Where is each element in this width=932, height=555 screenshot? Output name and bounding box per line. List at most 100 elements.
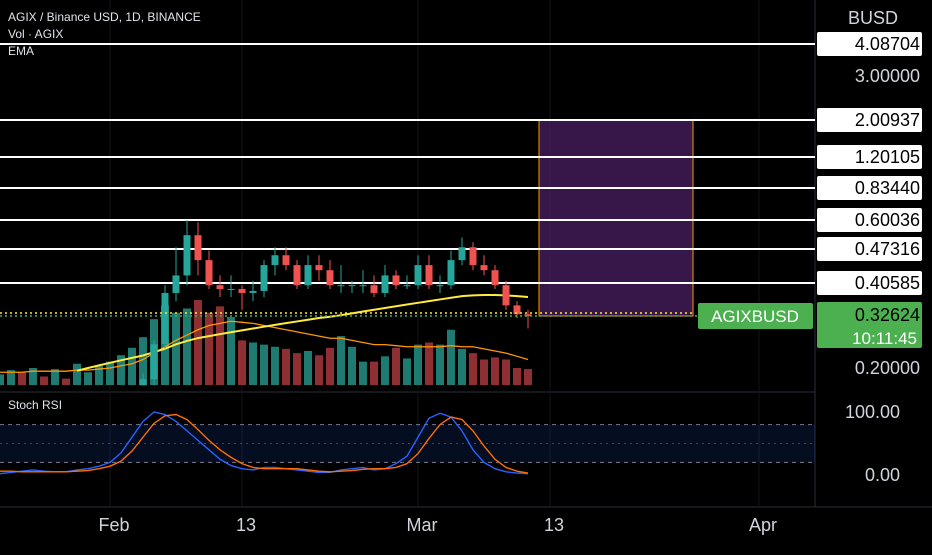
volume-bar xyxy=(29,368,37,385)
candle-body xyxy=(271,255,279,266)
candle-body xyxy=(161,292,169,345)
target-zone-box xyxy=(538,119,694,317)
candle-body xyxy=(227,289,235,291)
candle xyxy=(172,247,180,302)
candle-body xyxy=(436,285,444,287)
candle xyxy=(205,250,213,290)
candle-body xyxy=(315,265,323,271)
price-tick-label: 1.20105 xyxy=(855,147,920,167)
candle-body xyxy=(260,265,268,291)
volume-bar xyxy=(271,346,279,385)
stoch-tick-label: 100.00 xyxy=(845,402,900,422)
price-level-tag xyxy=(817,271,922,295)
volume-bar xyxy=(128,347,136,385)
price-level-tag xyxy=(817,108,922,132)
candle xyxy=(260,260,268,297)
volume-bar xyxy=(524,369,532,385)
candle-body xyxy=(139,379,147,386)
candle-body xyxy=(205,260,213,286)
candle-body xyxy=(216,285,224,290)
candle-body xyxy=(502,285,510,306)
candle xyxy=(502,280,510,310)
candle xyxy=(326,260,334,290)
candle-body xyxy=(392,275,400,286)
candle-body xyxy=(293,265,301,286)
candle xyxy=(293,260,301,290)
volume-bar xyxy=(447,329,455,385)
price-level-tag xyxy=(817,32,922,56)
stoch-rsi-label[interactable]: Stoch RSI xyxy=(8,398,63,412)
volume-bar xyxy=(491,357,499,385)
candle xyxy=(150,340,158,386)
volume-bar xyxy=(392,347,400,385)
candle xyxy=(249,280,257,302)
volume-bar xyxy=(95,365,103,385)
volume-bar xyxy=(106,361,114,385)
candle-body xyxy=(458,247,466,261)
candle-body xyxy=(326,270,334,286)
volume-bar xyxy=(139,337,147,385)
price-tick-label: 0.20000 xyxy=(855,358,920,378)
volume-bar xyxy=(293,353,301,385)
stoch-rsi-pane xyxy=(0,411,815,475)
grid xyxy=(0,0,932,508)
volume-bar xyxy=(513,368,521,385)
symbol-tag-label: AGIXBUSD xyxy=(711,307,799,326)
time-tick-label: 13 xyxy=(544,515,564,535)
candle-body xyxy=(491,270,499,286)
candle-body xyxy=(337,285,345,287)
candle-body xyxy=(425,265,433,286)
volume-bar xyxy=(7,370,15,385)
candle-body xyxy=(513,305,521,315)
volume-bar xyxy=(414,344,422,385)
candle-body xyxy=(381,275,389,293)
volume-bar xyxy=(282,348,290,385)
time-axis[interactable]: Feb 13 Mar 13 Apr xyxy=(98,515,777,535)
volume-bar xyxy=(326,347,334,385)
volume-bar xyxy=(425,342,433,385)
stoch-band xyxy=(0,424,815,463)
price-tick-label: 4.08704 xyxy=(855,34,920,54)
volume-bar xyxy=(238,340,246,385)
candle-body xyxy=(304,265,312,286)
candle-body xyxy=(183,235,191,276)
target-zone xyxy=(538,119,694,317)
candle xyxy=(359,270,367,293)
candle-body xyxy=(194,235,202,261)
candle xyxy=(183,220,191,286)
volume-bar xyxy=(337,336,345,385)
volume-bar xyxy=(40,376,48,385)
volume-bar xyxy=(260,344,268,385)
candle-body xyxy=(150,344,158,380)
candle xyxy=(315,255,323,281)
price-axis[interactable]: BUSD 4.08704 3.00000 2.00937 1.20105 0.83440 0… xyxy=(698,8,922,485)
price-level-tag xyxy=(817,176,922,200)
ema-indicator-label[interactable]: EMA xyxy=(8,44,35,58)
current-price-tag[interactable] xyxy=(817,302,922,348)
price-level-tag xyxy=(817,145,922,169)
candle-body xyxy=(524,314,532,317)
volume-bar xyxy=(172,312,180,385)
stoch-k-line xyxy=(0,411,529,475)
candle xyxy=(337,265,345,293)
currency-label: BUSD xyxy=(848,8,898,28)
volume-indicator-label[interactable]: Vol · AGIX xyxy=(8,27,64,41)
volume-ma-series xyxy=(0,320,529,373)
candle-body xyxy=(414,265,422,286)
candle xyxy=(348,280,356,293)
candle xyxy=(425,255,433,290)
symbol-tag[interactable] xyxy=(698,303,813,329)
volume-bar xyxy=(216,306,224,385)
symbol-title[interactable]: AGIX / Binance USD, 1D, BINANCE xyxy=(8,10,201,24)
candle xyxy=(469,242,477,271)
stoch-d-line xyxy=(0,413,529,474)
price-tick-label: 0.60036 xyxy=(855,210,920,230)
volume-bar xyxy=(51,369,59,385)
candle-body xyxy=(403,285,411,287)
volume-bar xyxy=(117,355,125,385)
candle-body xyxy=(348,285,356,287)
candle-body xyxy=(359,285,367,287)
